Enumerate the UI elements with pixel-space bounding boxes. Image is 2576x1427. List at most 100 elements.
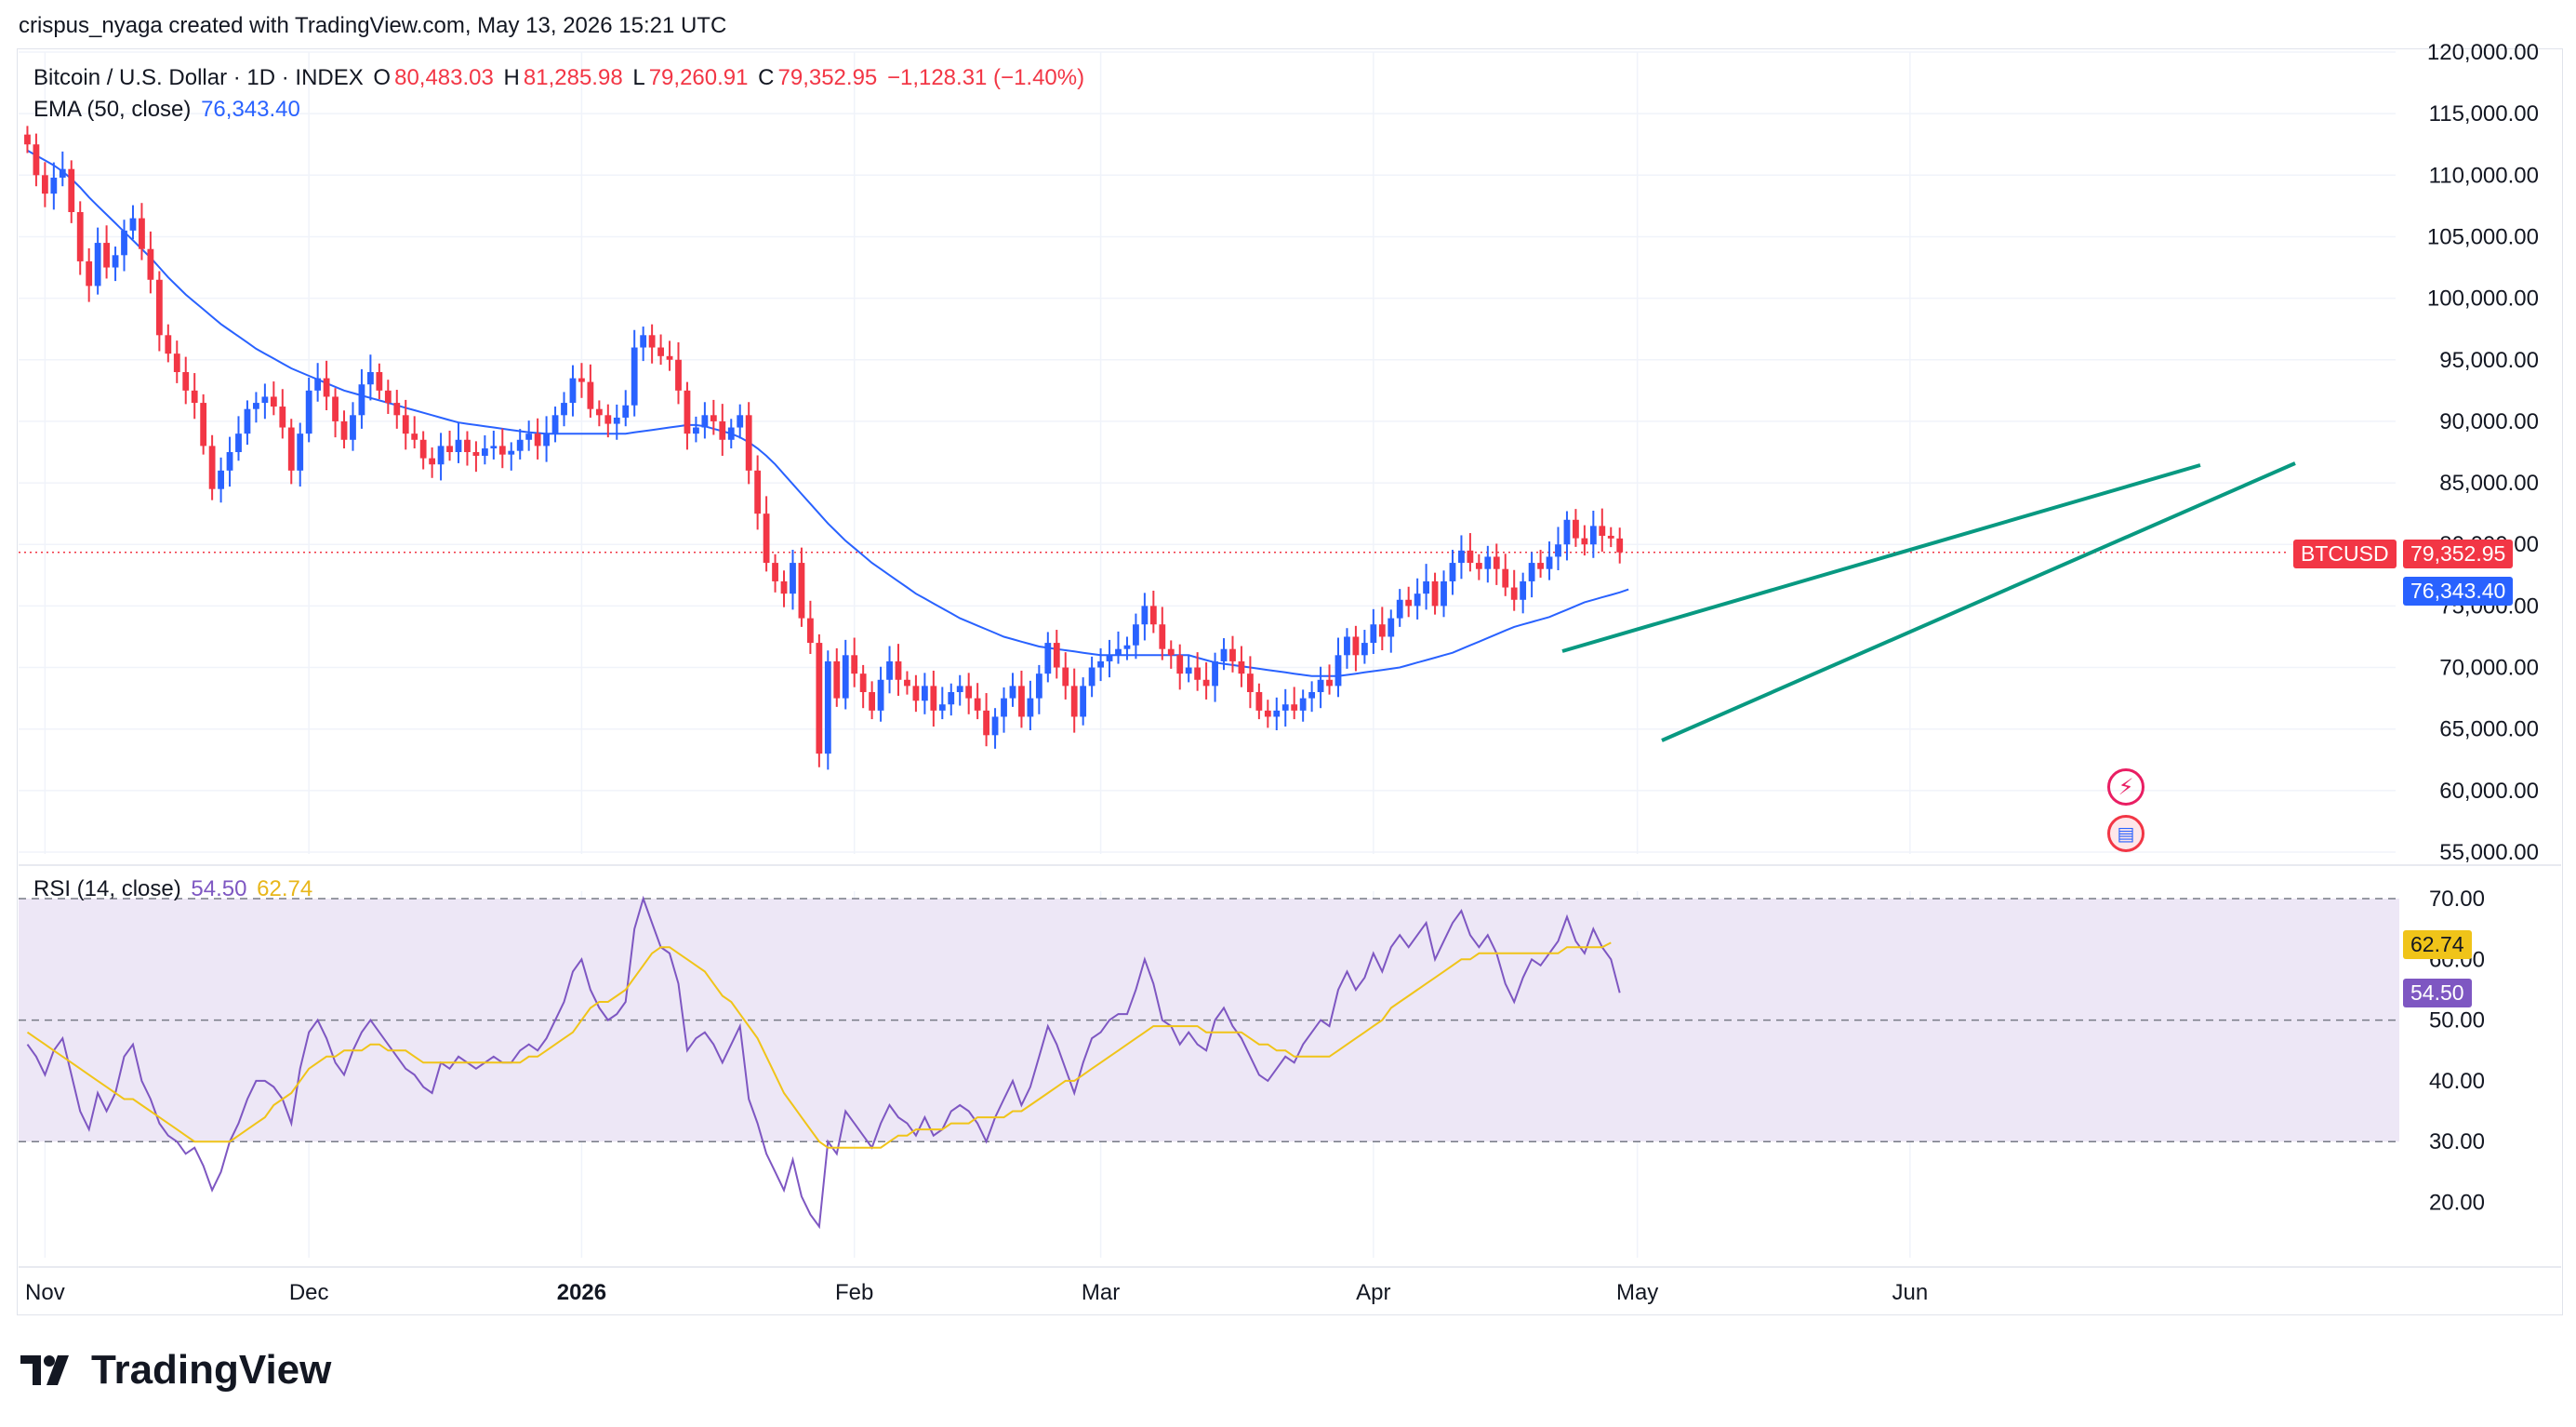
candle-body [1123,645,1131,649]
candle-body [191,390,198,404]
candle-body [595,408,603,416]
price-tag: 79,352.95 [2403,540,2514,568]
chart-canvas[interactable]: 55,000.0060,000.0065,000.0070,000.0075,0… [0,0,2576,1340]
us-flag-icon[interactable]: ▤ [2107,815,2144,852]
rsi-ma-line [26,941,1612,1149]
rsi-value: 54.50 [191,876,247,901]
candle-body [1149,606,1157,625]
candle-body [68,168,75,212]
time-axis-label: May [1616,1280,1658,1305]
candle-body [50,177,58,194]
candle-body [1255,692,1263,711]
candle-body [587,381,594,409]
candle-body [516,439,524,451]
candle-body [790,563,796,594]
candle-body [1510,587,1518,600]
candle-body [824,660,831,754]
rsi-axis-label: 70.00 [2429,887,2485,912]
candle-body [816,643,823,754]
candle-body [1520,580,1527,600]
candle-body [948,692,955,705]
candle-body [1291,704,1298,711]
candle-body [103,243,110,268]
candle-body [1493,556,1500,569]
candle-body [411,433,418,440]
candle-body [1607,535,1614,539]
candle-body [780,580,788,594]
candle-body [305,390,312,434]
candle-body [1555,544,1561,557]
rsi-axis-label: 40.00 [2429,1069,2485,1094]
candle-body [657,347,664,356]
candle-body [1115,648,1122,656]
symbol-name[interactable]: Bitcoin / U.S. Dollar · 1D · INDEX [33,65,364,90]
lightning-icon[interactable]: ⚡ [2107,768,2144,806]
candle-body [974,698,981,711]
candle-body [200,403,207,447]
candle-body [1001,698,1007,717]
candle-body [376,372,383,391]
candle-body [1097,660,1104,668]
candle-body [1589,526,1597,545]
candle-body [1502,568,1509,588]
high-value: 81,285.98 [523,65,623,90]
candle-body [1484,556,1492,569]
candle-body [253,403,259,409]
candle-body [1035,673,1042,699]
candle-body [727,427,735,440]
candle-body [965,686,973,699]
candle-body [1370,624,1377,644]
tradingview-brand[interactable]: TradingView [20,1347,331,1394]
candle-body [350,415,356,440]
candle-body [719,420,726,440]
price-axis-label: 95,000.00 [2439,348,2539,373]
candle-body [1053,643,1060,668]
candle-body [1220,648,1228,661]
ema-tag: 76,343.40 [2403,577,2514,606]
candle-body [886,660,893,680]
candle-body [1441,580,1447,607]
candle-body [684,390,691,434]
low-label: L [632,65,645,90]
candle-body [472,452,480,456]
candle-body [86,260,93,287]
candle-body [419,439,427,459]
rsi-label: RSI (14, close) [33,876,181,901]
ema-label: EMA (50, close) [33,97,192,122]
candle-body [367,372,374,385]
candle-body [1212,660,1218,687]
candle-body [1264,710,1271,717]
price-axis-label: 120,000.00 [2427,40,2539,65]
candle-body [1616,538,1624,553]
candle-body [1423,580,1429,594]
candle-body [622,405,630,418]
price-legend: Bitcoin / U.S. Dollar · 1D · INDEX O 80,4… [33,65,1088,91]
rsi-axis-label: 20.00 [2429,1191,2485,1216]
candle-body [1378,624,1386,637]
candle-body [1326,679,1333,687]
ema-legend[interactable]: EMA (50, close) 76,343.40 [33,97,304,123]
candle-body [1062,667,1069,687]
candle-body [1080,686,1087,717]
candle-body [147,248,154,280]
candle-body [1344,636,1350,656]
open-value: 80,483.03 [394,65,494,90]
candle-body [1009,686,1016,699]
candle-body [1599,526,1606,536]
candle-body [833,660,841,699]
candle-body [165,335,172,354]
candle-body [297,433,304,471]
candle-body [393,403,401,416]
candle-body [182,372,190,391]
candle-body [640,335,647,348]
candle-body [1546,556,1553,569]
rsi-legend[interactable]: RSI (14, close) 54.50 62.74 [33,876,316,902]
candle-body [173,353,180,372]
candle-body [525,433,533,440]
candle-body [1273,710,1281,717]
candle-body [384,390,392,404]
chart-frame [17,48,2563,1315]
rsi-ma-tag: 62.74 [2403,930,2472,959]
wedge-upper-line [1561,463,2201,653]
time-axis-label: Nov [25,1280,65,1305]
